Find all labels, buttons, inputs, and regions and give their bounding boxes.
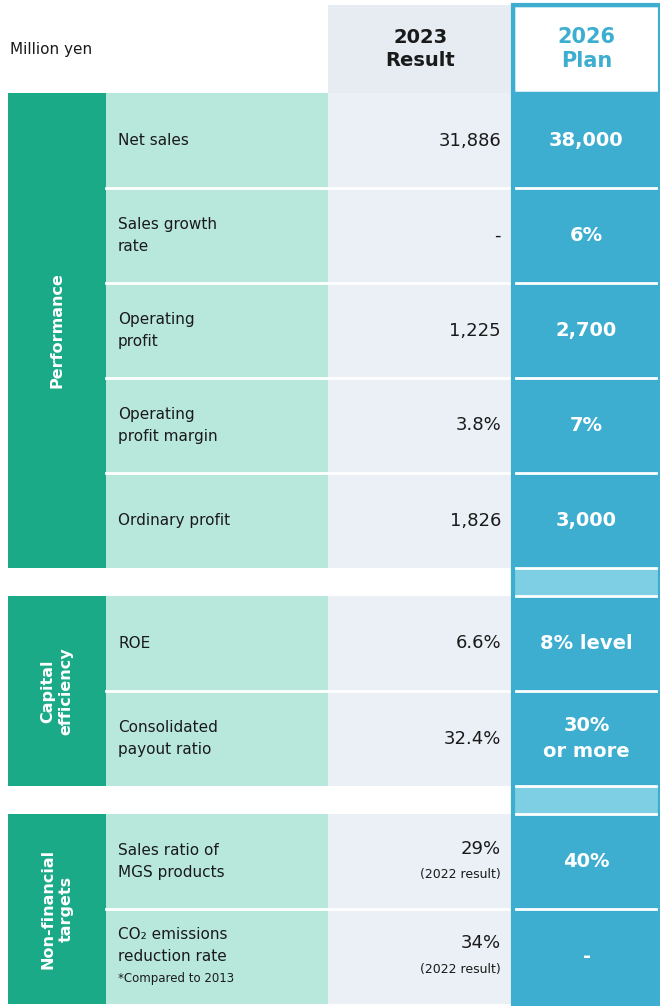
Bar xyxy=(106,188,328,283)
Text: 29%: 29% xyxy=(461,839,501,857)
Bar xyxy=(513,691,660,786)
Text: Net sales: Net sales xyxy=(118,133,189,148)
Bar xyxy=(328,814,513,909)
Text: Consolidated: Consolidated xyxy=(118,720,218,735)
Text: 2,700: 2,700 xyxy=(556,321,617,340)
Bar xyxy=(328,691,513,786)
Bar xyxy=(328,909,513,1004)
Text: 38,000: 38,000 xyxy=(549,131,624,150)
Text: 40%: 40% xyxy=(563,852,610,871)
Text: 2023
Result: 2023 Result xyxy=(385,28,455,70)
Text: MGS products: MGS products xyxy=(118,865,224,880)
Bar xyxy=(106,283,328,378)
Text: 3,000: 3,000 xyxy=(556,511,617,530)
Bar xyxy=(8,786,513,814)
Text: Million yen: Million yen xyxy=(10,41,92,56)
Bar xyxy=(513,568,660,596)
Bar xyxy=(106,691,328,786)
Text: Operating: Operating xyxy=(118,312,195,327)
Text: *Compared to 2013: *Compared to 2013 xyxy=(118,972,234,985)
Text: 8% level: 8% level xyxy=(540,634,633,653)
Text: rate: rate xyxy=(118,239,149,254)
Bar xyxy=(513,5,660,93)
Text: 6.6%: 6.6% xyxy=(455,635,501,653)
Bar xyxy=(8,568,513,596)
Text: (2022 result): (2022 result) xyxy=(420,963,501,976)
Bar xyxy=(106,909,328,1004)
Text: 3.8%: 3.8% xyxy=(455,416,501,435)
Bar xyxy=(106,814,328,909)
Text: Capital
efficiency: Capital efficiency xyxy=(40,647,74,734)
Bar xyxy=(513,814,660,909)
Text: 34%: 34% xyxy=(461,935,501,953)
Text: -: - xyxy=(583,947,591,966)
Bar xyxy=(8,814,106,1004)
Text: Sales growth: Sales growth xyxy=(118,217,217,232)
Bar xyxy=(513,283,660,378)
Bar xyxy=(106,596,328,691)
Bar xyxy=(106,93,328,188)
Text: Performance: Performance xyxy=(50,273,65,388)
Bar xyxy=(513,188,660,283)
Bar xyxy=(106,473,328,568)
Bar xyxy=(328,596,513,691)
Bar xyxy=(328,378,513,473)
Text: 31,886: 31,886 xyxy=(438,132,501,150)
Text: 30%: 30% xyxy=(564,716,610,735)
Bar xyxy=(8,93,106,568)
Text: Sales ratio of: Sales ratio of xyxy=(118,843,218,858)
Text: -: - xyxy=(494,226,501,244)
Bar xyxy=(513,473,660,568)
Text: 2026
Plan: 2026 Plan xyxy=(558,26,616,71)
Text: Operating: Operating xyxy=(118,407,195,422)
Bar xyxy=(328,93,513,188)
Text: CO₂ emissions: CO₂ emissions xyxy=(118,927,228,942)
Text: or more: or more xyxy=(543,742,630,761)
Text: Ordinary profit: Ordinary profit xyxy=(118,513,230,528)
Bar xyxy=(513,596,660,691)
Bar xyxy=(513,909,660,1004)
Text: 1,826: 1,826 xyxy=(449,511,501,529)
Text: 1,225: 1,225 xyxy=(449,322,501,339)
Bar xyxy=(8,596,106,786)
Text: 32.4%: 32.4% xyxy=(444,729,501,747)
Bar xyxy=(513,786,660,814)
Text: payout ratio: payout ratio xyxy=(118,742,211,757)
Bar xyxy=(328,283,513,378)
Text: 7%: 7% xyxy=(570,416,603,435)
Text: Non-financial
targets: Non-financial targets xyxy=(40,849,74,969)
Bar xyxy=(328,473,513,568)
Text: profit: profit xyxy=(118,334,159,349)
Bar xyxy=(106,378,328,473)
Text: profit margin: profit margin xyxy=(118,429,218,444)
Bar xyxy=(513,93,660,188)
Bar xyxy=(513,378,660,473)
Bar xyxy=(513,5,660,1004)
Text: ROE: ROE xyxy=(118,636,150,651)
Bar xyxy=(328,5,513,93)
Bar xyxy=(328,188,513,283)
Text: (2022 result): (2022 result) xyxy=(420,868,501,881)
Text: 6%: 6% xyxy=(570,226,603,245)
Text: reduction rate: reduction rate xyxy=(118,949,227,964)
